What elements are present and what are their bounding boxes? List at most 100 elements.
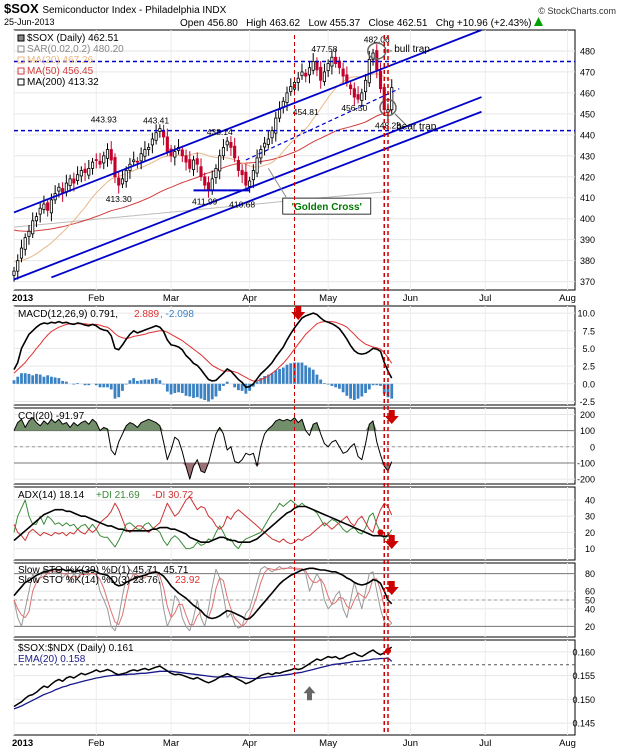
candle-body	[210, 178, 214, 192]
macd-histogram-bar	[225, 381, 229, 384]
price-legend-item: MA(50) 456.45	[27, 66, 94, 77]
candle-body	[98, 160, 102, 165]
macd-histogram-bar	[72, 383, 76, 385]
macd-histogram-bar	[162, 383, 166, 385]
macd-histogram-bar	[57, 378, 61, 384]
adx-tick-label: 30	[585, 512, 595, 522]
macd-tick-label: -2.5	[579, 397, 595, 407]
macd-histogram-bar	[375, 383, 379, 386]
macd-histogram-bar	[102, 383, 106, 388]
candle-body	[188, 159, 192, 169]
macd-tick-label: 0.0	[582, 379, 595, 389]
macd-histogram-bar	[132, 378, 136, 384]
macd-histogram-bar	[218, 383, 222, 391]
trend-channel-line	[13, 96, 482, 281]
candle-body	[120, 178, 125, 185]
price-legend-item: SAR(0.02,0.2) 480.20	[27, 44, 124, 55]
macd-histogram-bar	[345, 383, 349, 396]
up-arrow-icon	[534, 17, 544, 26]
macd-histogram-bar	[266, 374, 270, 384]
candle-body	[367, 58, 371, 84]
chart-title: $SOX Semiconductor Index - Philadelphia …	[4, 1, 226, 16]
candle-body	[334, 56, 338, 64]
macd-histogram-bar	[364, 383, 367, 393]
candle-body	[266, 138, 270, 145]
macd-histogram-bar	[53, 377, 57, 384]
macd-histogram-bar	[349, 383, 353, 399]
stoch-tick-label: 80	[585, 569, 595, 579]
macd-histogram-bar	[278, 368, 281, 384]
macd-histogram-bar	[76, 383, 79, 384]
price-label: 410.68	[229, 199, 255, 209]
macd-legend-item: 2.889	[134, 309, 159, 320]
low-value: Low 455.37	[308, 18, 361, 29]
candle-body	[315, 61, 319, 71]
price-label: 477.58	[311, 44, 337, 54]
macd-tick-label: 5.0	[582, 344, 595, 354]
candle-body	[233, 145, 237, 159]
macd-histogram-bar	[356, 383, 360, 399]
dashed-trend-line	[245, 88, 400, 161]
cci-tick-label: 200	[580, 410, 595, 420]
candle-body	[83, 168, 87, 173]
candle-body	[42, 203, 46, 210]
macd-histogram-bar	[371, 383, 375, 386]
red-down-arrow-icon	[384, 581, 399, 595]
bottom-x-axis-label: Jul	[479, 738, 491, 749]
stoch-legend-item: Slow STO %K(39) %D(1) 45.71, 45.71	[18, 565, 189, 576]
macd-histogram-bar	[143, 379, 147, 384]
macd-histogram-bar	[311, 369, 315, 384]
macd-histogram-bar	[46, 375, 50, 384]
macd-tick-label: 2.5	[582, 362, 595, 372]
candle-body	[236, 160, 240, 171]
candle-body	[341, 68, 345, 77]
price-label: 454.81	[293, 107, 319, 117]
bottom-x-axis-label: Apr	[242, 738, 257, 749]
price-label: 443.41	[143, 116, 169, 126]
candle-body	[147, 147, 151, 150]
macd-histogram-bar	[214, 383, 218, 397]
macd-histogram-bar	[308, 367, 311, 384]
candle-body	[221, 147, 225, 157]
candle-body	[322, 71, 326, 82]
candle-body	[38, 207, 42, 215]
candle-body	[135, 160, 139, 163]
macd-histogram-bar	[207, 383, 210, 402]
macd-legend-item: MACD(12,26,9) 0.791,	[18, 309, 118, 320]
legend-swatch	[17, 45, 25, 53]
macd-histogram-bar	[199, 383, 203, 399]
macd-histogram-bar	[113, 383, 117, 399]
x-axis-label: Jun	[403, 293, 418, 304]
candle-body	[386, 109, 390, 113]
macd-histogram-bar	[244, 383, 248, 394]
macd-histogram-bar	[323, 383, 326, 384]
x-axis-label: Feb	[88, 293, 104, 304]
candle-body	[109, 149, 113, 161]
price-legend-item: $SOX (Daily) 462.51	[27, 33, 119, 44]
bottom-x-axis-label: May	[319, 738, 337, 749]
candle-body	[285, 92, 289, 103]
candle-body	[255, 157, 259, 174]
candle-body	[16, 260, 20, 272]
macd-histogram-bar	[289, 363, 293, 384]
red-down-arrow-icon	[384, 410, 399, 424]
adx-line	[13, 505, 392, 544]
macd-histogram-bar	[285, 364, 289, 384]
adx-tick-label: 10	[585, 544, 595, 554]
macd-histogram-bar	[12, 380, 16, 384]
candle-body	[356, 94, 360, 100]
stoch-legend-item: 23.92	[175, 575, 200, 586]
candle-body	[184, 155, 188, 163]
price-tick-label: 470	[580, 67, 595, 77]
bottom-x-axis-label: Jun	[403, 738, 418, 749]
candle-body	[72, 178, 76, 184]
candle-body	[12, 270, 16, 276]
candle-body	[94, 159, 98, 161]
macd-histogram-bar	[42, 376, 46, 384]
high-value: High 463.62	[246, 18, 301, 29]
candle-body	[19, 247, 24, 259]
macd-histogram-bar	[240, 383, 244, 391]
macd-histogram-bar	[188, 383, 192, 397]
cci-tick-label: -100	[577, 458, 595, 468]
macd-histogram-bar	[128, 380, 132, 384]
